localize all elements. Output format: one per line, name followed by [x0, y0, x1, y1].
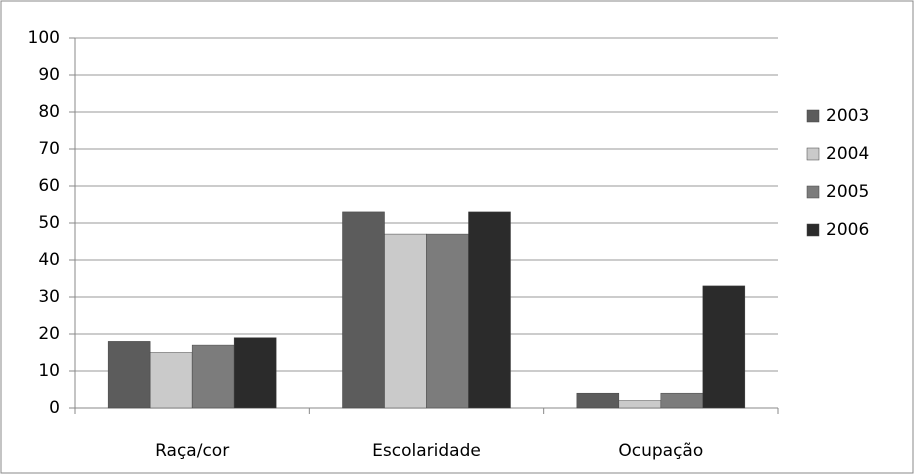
bar — [342, 211, 385, 409]
bar — [660, 392, 704, 409]
legend-swatch — [806, 109, 820, 123]
legend-swatch — [806, 223, 820, 237]
legend-label: 2006 — [826, 220, 869, 240]
y-tick-label: 70 — [38, 139, 60, 159]
bar — [468, 211, 511, 409]
bar — [426, 233, 469, 409]
bar — [384, 233, 427, 409]
legend-swatch — [806, 147, 820, 161]
y-tick-label: 50 — [38, 213, 60, 233]
legend-swatch — [806, 185, 820, 199]
bar — [107, 341, 151, 409]
x-tick-label: Raça/cor — [155, 441, 229, 461]
legend-label: 2005 — [826, 182, 869, 202]
y-tick-label: 60 — [38, 176, 60, 196]
bar — [191, 344, 235, 409]
y-tick-label: 10 — [38, 361, 60, 381]
bar — [233, 337, 277, 409]
bar — [702, 285, 746, 409]
y-tick-label: 80 — [38, 102, 60, 122]
x-tick-label: Escolaridade — [372, 441, 481, 461]
y-tick-label: 0 — [49, 398, 60, 418]
y-tick-label: 20 — [38, 324, 60, 344]
bar — [618, 400, 662, 409]
y-tick-label: 100 — [28, 28, 60, 48]
y-tick-label: 40 — [38, 250, 60, 270]
legend-label: 2004 — [826, 144, 869, 164]
y-tick-label: 30 — [38, 287, 60, 307]
bar — [576, 392, 620, 409]
x-tick-label: Ocupação — [618, 441, 703, 461]
bar — [149, 352, 193, 409]
legend-label: 2003 — [826, 106, 869, 126]
y-tick-label: 90 — [38, 65, 60, 85]
